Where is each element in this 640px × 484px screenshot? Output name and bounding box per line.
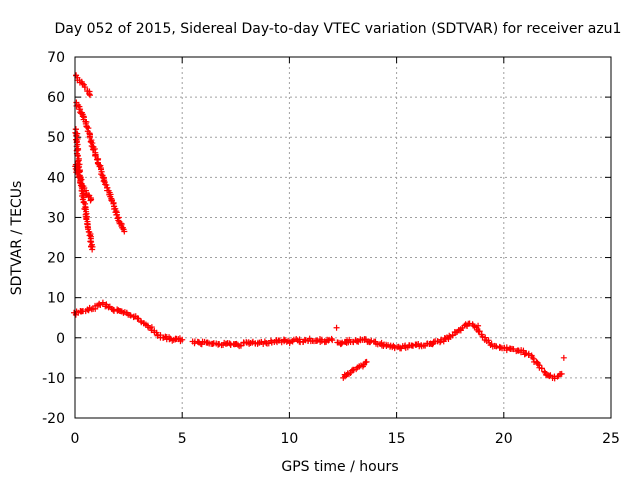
data-point bbox=[558, 370, 565, 377]
data-point bbox=[475, 322, 482, 329]
data-point bbox=[338, 340, 345, 347]
data-point bbox=[98, 171, 105, 178]
data-point bbox=[88, 196, 95, 203]
data-point bbox=[363, 358, 370, 365]
series-outliers bbox=[333, 322, 567, 361]
y-tick-label: -20 bbox=[42, 411, 65, 427]
data-point bbox=[121, 228, 128, 235]
data-point bbox=[103, 181, 110, 188]
series-trace-a bbox=[73, 72, 94, 99]
data-point bbox=[560, 354, 567, 361]
data-point bbox=[148, 327, 155, 334]
y-tick-label: 0 bbox=[56, 331, 65, 347]
data-point bbox=[476, 328, 483, 335]
data-point bbox=[79, 113, 86, 120]
data-point bbox=[80, 199, 87, 206]
x-tick-label: 15 bbox=[388, 431, 406, 447]
x-tick-label: 10 bbox=[280, 431, 298, 447]
series-trace-b bbox=[73, 99, 128, 235]
data-point bbox=[179, 336, 186, 343]
x-tick-label: 25 bbox=[602, 431, 620, 447]
data-point bbox=[329, 337, 336, 344]
x-axis-label: GPS time / hours bbox=[281, 459, 398, 475]
data-point bbox=[87, 92, 94, 99]
data-point bbox=[75, 146, 82, 153]
y-axis-label: SDTVAR / TECUs bbox=[9, 181, 25, 296]
data-point bbox=[126, 311, 133, 318]
data-point bbox=[102, 181, 109, 188]
y-tick-label: 20 bbox=[47, 251, 65, 267]
x-tick-label: 20 bbox=[495, 431, 513, 447]
data-point bbox=[503, 347, 510, 354]
data-point bbox=[227, 342, 234, 349]
y-tick-label: 50 bbox=[47, 130, 65, 146]
data-point bbox=[83, 124, 90, 131]
data-point bbox=[479, 333, 486, 340]
y-tick-label: 10 bbox=[47, 291, 65, 307]
data-series bbox=[71, 72, 567, 382]
data-point bbox=[237, 342, 244, 349]
data-point bbox=[541, 368, 548, 375]
data-point bbox=[92, 152, 99, 159]
data-point bbox=[538, 365, 545, 372]
y-tick-label: -10 bbox=[42, 371, 65, 387]
data-point bbox=[534, 360, 541, 367]
axis-ticks: -20 -10 0 10 20 30 40 50 60 70 0 5 10 15 20 25 bbox=[42, 50, 620, 447]
series-trace-f bbox=[189, 335, 336, 350]
x-tick-label: 0 bbox=[71, 431, 80, 447]
y-tick-label: 40 bbox=[47, 170, 65, 186]
data-point bbox=[466, 320, 473, 327]
y-tick-label: 60 bbox=[47, 90, 65, 106]
y-tick-label: 70 bbox=[47, 50, 65, 66]
series-trace-g bbox=[334, 320, 565, 382]
y-tick-label: 30 bbox=[47, 210, 65, 226]
data-point bbox=[86, 90, 93, 97]
data-point bbox=[82, 84, 89, 91]
chart-title: Day 052 of 2015, Sidereal Day-to-day VTE… bbox=[55, 21, 622, 37]
data-point bbox=[546, 373, 553, 380]
data-point bbox=[105, 304, 112, 311]
x-tick-label: 5 bbox=[178, 431, 187, 447]
data-point bbox=[368, 337, 375, 344]
data-point bbox=[87, 232, 94, 239]
data-point bbox=[328, 335, 335, 342]
data-point bbox=[530, 355, 537, 362]
grid bbox=[75, 57, 611, 418]
series-trace-e bbox=[71, 299, 186, 345]
plot-frame bbox=[74, 56, 612, 419]
data-point bbox=[296, 336, 303, 343]
data-point bbox=[333, 324, 340, 331]
data-point bbox=[74, 153, 81, 160]
data-point bbox=[89, 246, 96, 253]
series-trace-h bbox=[340, 358, 370, 381]
